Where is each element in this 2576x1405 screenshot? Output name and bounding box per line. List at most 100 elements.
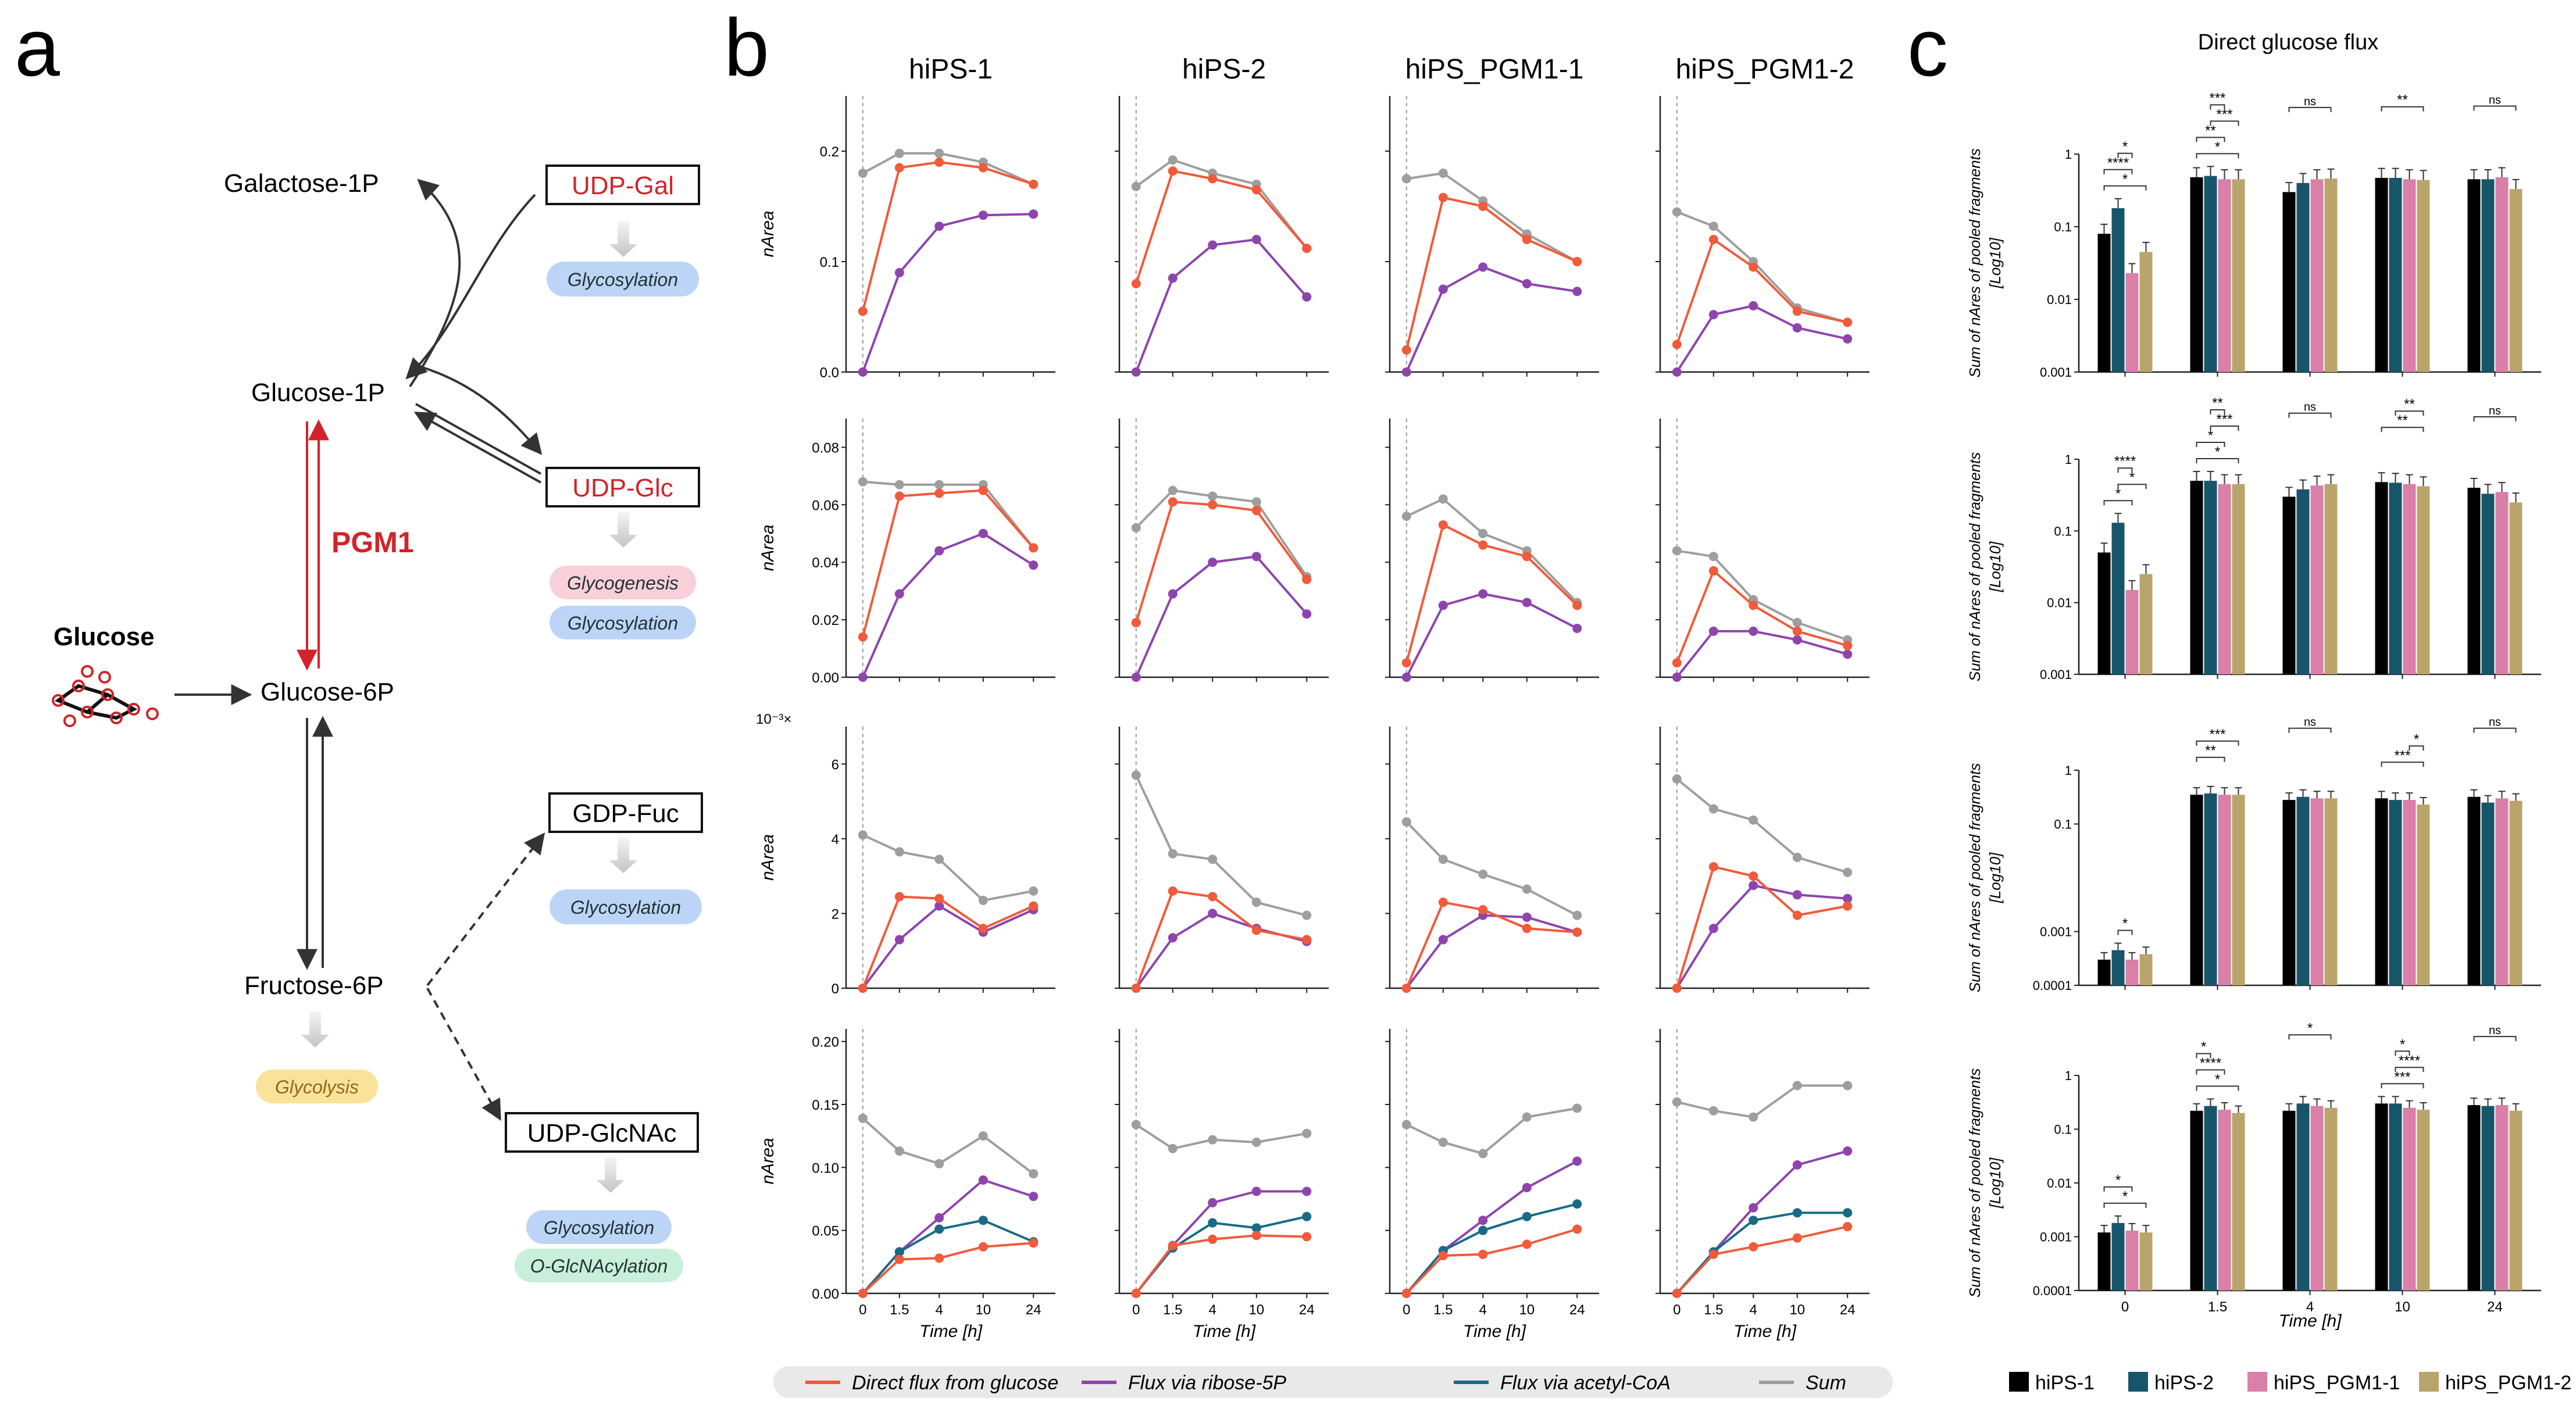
y-axis-label: Sum of nAres of pooled fragments	[1966, 1068, 1983, 1298]
data-point	[978, 485, 988, 495]
significance-bracket	[2381, 1083, 2424, 1089]
x-tick-label: 1.5	[1704, 1302, 1723, 1318]
y-axis-label-2: nArea	[758, 834, 777, 881]
y-tick-label: 0.001	[2040, 667, 2072, 682]
pill-oglcnacylation	[515, 1249, 683, 1282]
data-point	[1792, 635, 1802, 645]
data-point	[934, 1159, 944, 1168]
data-point	[1843, 1081, 1853, 1091]
y-tick-label: 0.08	[812, 440, 839, 456]
bar	[2389, 1103, 2402, 1290]
line-plot-r3-c0: 0.00 0.05 0.10 0.15 0.20 0 1.5 4 10 24 Time [h]	[812, 1029, 1055, 1341]
significance-bracket	[2196, 137, 2225, 142]
bar	[2111, 1222, 2125, 1290]
data-point	[1168, 497, 1178, 507]
x-tick-label: 10	[975, 1302, 991, 1318]
data-point	[1168, 933, 1178, 943]
data-point	[934, 546, 944, 556]
bar	[2403, 1107, 2416, 1290]
data-point	[1843, 317, 1853, 327]
data-point	[1522, 1211, 1532, 1221]
data-point	[1208, 240, 1218, 250]
data-point	[1029, 901, 1039, 911]
bar	[2296, 183, 2310, 372]
data-point	[1522, 279, 1532, 288]
data-point	[894, 847, 904, 857]
data-point	[978, 1215, 988, 1225]
data-point	[858, 984, 868, 993]
data-point	[1478, 540, 1488, 550]
data-point	[1208, 174, 1218, 184]
x-tick-label: 1.5	[890, 1302, 909, 1318]
arrow-udpgal-to-g1p	[405, 194, 536, 380]
bar	[2375, 482, 2388, 674]
data-point	[1251, 1223, 1261, 1233]
column-title-0: hiPS-1	[909, 54, 993, 85]
significance-label: *	[2115, 486, 2121, 502]
bar	[2125, 959, 2139, 985]
data-point	[1401, 673, 1411, 682]
bar	[2389, 482, 2402, 674]
bar	[2467, 488, 2481, 674]
significance-label: **	[2205, 743, 2216, 759]
data-point	[1168, 166, 1178, 176]
bar	[2218, 1110, 2231, 1290]
y-tick-label: 6	[832, 757, 839, 773]
x-tick-label: 1.5	[2208, 1299, 2227, 1315]
data-point	[1401, 658, 1411, 668]
data-point	[1168, 1240, 1178, 1250]
bar	[2125, 589, 2139, 674]
data-point	[1749, 881, 1758, 891]
data-point	[858, 673, 868, 682]
line-plot-r2-c1	[1115, 727, 1329, 993]
panel-c-legend: hiPS-1 hiPS-2 hiPS_PGM1-1 hiPS_PGM1-2	[2009, 1372, 2571, 1394]
significance-bracket	[2117, 152, 2133, 158]
bar	[2481, 179, 2495, 372]
y-axis-label-unit: [Log10]	[1986, 852, 2004, 904]
legend-direct-label: Direct flux from glucose	[852, 1372, 1058, 1394]
bar	[2403, 179, 2416, 372]
data-point	[1572, 600, 1582, 610]
significance-bracket	[2103, 500, 2133, 506]
y-axis-label-3: nArea	[758, 1138, 777, 1184]
bar	[2190, 177, 2203, 372]
x-axis-label: Time [h]	[1193, 1322, 1256, 1341]
bar	[2204, 481, 2217, 674]
bar-plot-0: Sum of nAres of pooled fragments [Log10] 1…	[1966, 90, 2541, 380]
data-point	[1792, 910, 1802, 920]
y-tick-label: 0.01	[2047, 596, 2072, 610]
column-title-2: hiPS_PGM1-1	[1405, 54, 1584, 85]
data-point	[1208, 1218, 1218, 1228]
y-tick-label: 0.1	[2054, 1122, 2072, 1137]
x-axis-label: Time [h]	[919, 1322, 983, 1341]
data-point	[1208, 1198, 1218, 1207]
data-point	[1168, 849, 1178, 859]
data-point	[894, 1146, 904, 1156]
significance-bracket	[2288, 1034, 2332, 1040]
significance-label: *	[2122, 916, 2128, 932]
data-point	[1792, 323, 1802, 333]
significance-bracket	[2196, 1069, 2225, 1075]
data-point	[1029, 209, 1039, 219]
significance-label: *	[2307, 1020, 2313, 1036]
bar	[2111, 523, 2125, 674]
significance-bracket	[2196, 756, 2225, 762]
x-tick-label: 4	[936, 1302, 943, 1318]
series-line-sum	[1405, 498, 1578, 603]
significance-bracket	[2473, 105, 2517, 111]
y-tick-label: 1	[2065, 1068, 2072, 1083]
data-point	[1672, 774, 1682, 784]
significance-bracket	[2395, 410, 2424, 416]
series-line-flux-via-ribose-5p	[1405, 266, 1578, 373]
significance-bracket	[2473, 1036, 2517, 1042]
significance-bracket	[2196, 458, 2239, 464]
data-point	[1522, 912, 1532, 922]
series-line-sum	[862, 152, 1034, 185]
data-point	[1522, 552, 1532, 562]
data-point	[1208, 892, 1218, 902]
box-udp-glcnac-label: UDP-GlcNAc	[527, 1119, 677, 1147]
panel-c-title: Direct glucose flux	[2198, 30, 2378, 55]
line-plot-r3-c2: 0 1.5 4 10 24 Time [h]	[1385, 1029, 1599, 1341]
box-udp-gal-label: UDP-Gal	[572, 171, 674, 200]
